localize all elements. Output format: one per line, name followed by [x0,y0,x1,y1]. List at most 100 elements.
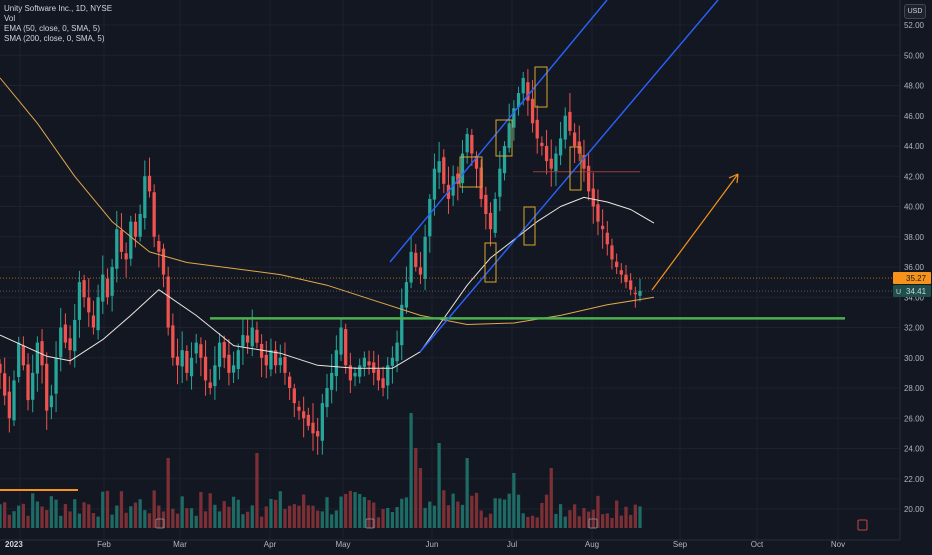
candle-body [568,111,572,131]
volume-bar [199,492,203,528]
candle-body [432,168,437,200]
volume-bar [119,491,124,528]
candle-body [21,345,25,366]
candle-body [110,267,114,296]
volume-bar [213,504,217,528]
volume-bar [339,496,343,528]
volume-bar [0,504,2,528]
volume-bar [320,511,324,528]
candle-body [161,248,166,275]
y-tick-label: 52.00 [904,21,925,30]
volume-bar [451,493,455,528]
earnings-marker [365,518,375,529]
volume-bar [442,490,446,528]
candle-body [334,350,338,377]
candle-body [306,414,310,426]
volume-bar [105,490,110,528]
candle-body [358,365,362,377]
candle-body [283,356,287,373]
volume-bar [91,513,96,528]
candle-body [512,108,516,128]
volume-bar [330,514,334,528]
candle-body [292,388,296,404]
candle-body [428,198,432,237]
candle-body [633,292,637,295]
volume-bar [217,511,222,528]
candle-body [615,261,619,267]
candle-body [418,267,423,275]
volume-bar [255,453,259,528]
volume-bar [423,507,427,528]
volume-bar [610,517,614,528]
volume-bar [110,514,114,528]
candle-body [236,350,240,370]
candle-body [624,274,628,283]
volume-bar [143,510,147,528]
candle-body [12,380,16,421]
candle-body [414,252,418,267]
volume-bar [124,512,128,528]
y-tick-label: 42.00 [904,172,925,181]
currency-button[interactable]: USD [904,4,926,19]
candle-body [586,165,591,192]
volume-bar [54,499,58,528]
candle-body [549,158,553,169]
volume-bar [3,502,7,528]
candle-body [320,403,324,441]
candle-body [194,342,198,354]
candle-body [484,194,488,215]
candle-body [558,138,563,156]
candle-body [302,411,306,419]
candle-body [259,343,264,358]
candle-body [119,230,124,252]
volume-bar [577,516,581,528]
volume-bar [264,506,268,528]
volume-bar [474,492,479,528]
candle-body [124,253,128,260]
candle-body [470,134,474,154]
candle-body [390,357,395,366]
candle-body [437,161,441,173]
candle-body [596,204,600,222]
volume-bar [269,498,273,528]
chart-legend: Unity Software Inc., 1D, NYSE Vol EMA (5… [4,4,112,44]
volume-bar [395,506,399,528]
candle-body [77,282,82,320]
projection-arrow-line [651,173,739,291]
candle-body [456,173,460,184]
volume-bar [418,468,423,528]
volume-bar [12,511,16,528]
volume-bar [493,498,497,528]
volume-bar [283,508,287,528]
candle-body [507,123,511,148]
y-tick-label: 34.00 [904,293,925,302]
volume-bar [129,506,133,528]
candle-body [409,251,413,283]
candle-body [101,274,105,302]
candle-body [316,431,320,437]
candle-body [610,245,614,260]
volume-bar [540,502,544,528]
volume-bar [526,516,530,528]
channel-upper-line [389,0,608,263]
volume-bar [157,505,161,528]
volume-bar [227,506,231,528]
legend-vol: Vol [4,14,16,23]
candle-body [372,362,376,373]
candle-body [540,142,544,146]
y-tick-label: 26.00 [904,414,925,423]
candle-body [526,82,530,101]
volume-bar [633,504,637,528]
candle-body [367,361,371,366]
upper-price-tag [893,272,931,285]
volume-bar [17,505,21,528]
upper-price-tag-text: 35.27 [906,274,927,283]
candle-body [73,319,77,352]
volume-bar [572,504,577,528]
candle-body [35,342,40,374]
volume-bar [488,513,493,528]
x-tick-label: Jul [507,540,517,549]
highlight-box [534,66,548,108]
